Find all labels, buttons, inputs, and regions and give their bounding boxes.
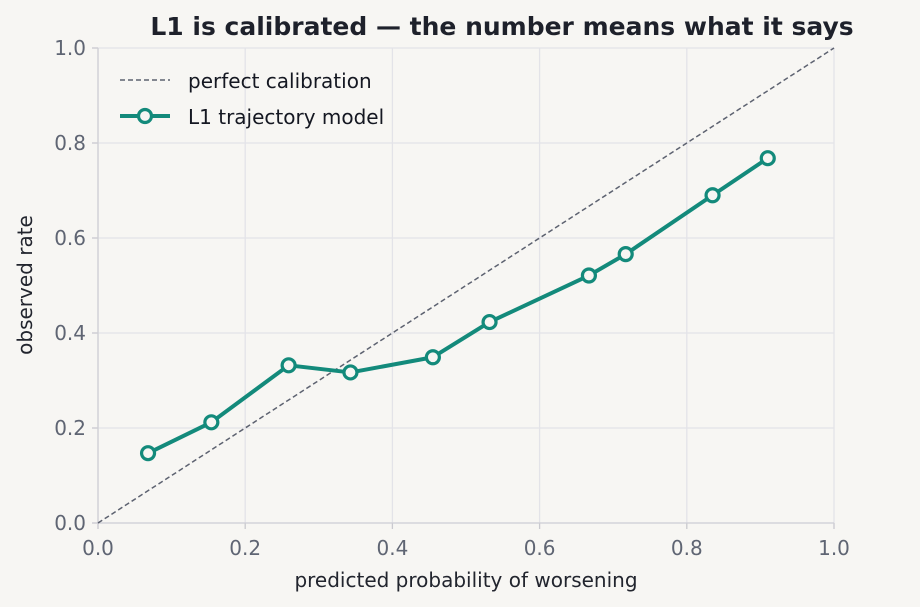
l1-model-point	[704, 187, 721, 204]
y-tick-label: 1.0	[54, 36, 86, 60]
perfect-calibration-line	[97, 47, 835, 524]
l1-model-point	[342, 364, 359, 381]
tick-labels: 0.0 0.2 0.4 0.6 0.8 1.0 0.0 0.2 0.4 0.6 0.8 1.0	[54, 36, 850, 560]
y-tick-label: 0.0	[54, 511, 86, 535]
l1-model-point	[280, 357, 297, 374]
series-layer	[97, 47, 835, 524]
y-tick-label: 0.4	[54, 321, 86, 345]
legend: perfect calibration L1 trajectory model	[120, 69, 384, 129]
legend-label-perfect-calibration: perfect calibration	[188, 69, 372, 93]
l1-model-line	[147, 156, 769, 455]
x-tick-label: 0.8	[671, 536, 703, 560]
y-tick-label: 0.6	[54, 226, 86, 250]
l1-model-point	[424, 349, 441, 366]
x-tick-label: 0.2	[229, 536, 261, 560]
l1-model-point	[580, 267, 598, 284]
x-axis-label: predicted probability of worsening	[294, 568, 637, 592]
chart-title: L1 is calibrated — the number means what…	[150, 12, 853, 41]
l1-model-point	[759, 150, 776, 167]
x-tick-label: 0.0	[82, 536, 114, 560]
y-tick-label: 0.8	[54, 131, 86, 155]
x-tick-label: 0.6	[524, 536, 556, 560]
legend-label-l1-model: L1 trajectory model	[188, 105, 384, 129]
l1-model-point	[617, 246, 634, 263]
l1-model-point	[203, 414, 220, 431]
x-tick-label: 1.0	[818, 536, 850, 560]
l1-model-point	[481, 313, 498, 331]
y-tick-label: 0.2	[54, 416, 86, 440]
l1-model-point	[139, 445, 157, 462]
x-tick-label: 0.4	[376, 536, 408, 560]
axes	[92, 47, 835, 529]
y-axis-label: observed rate	[13, 215, 37, 355]
legend-marker-l1-model	[136, 107, 154, 125]
